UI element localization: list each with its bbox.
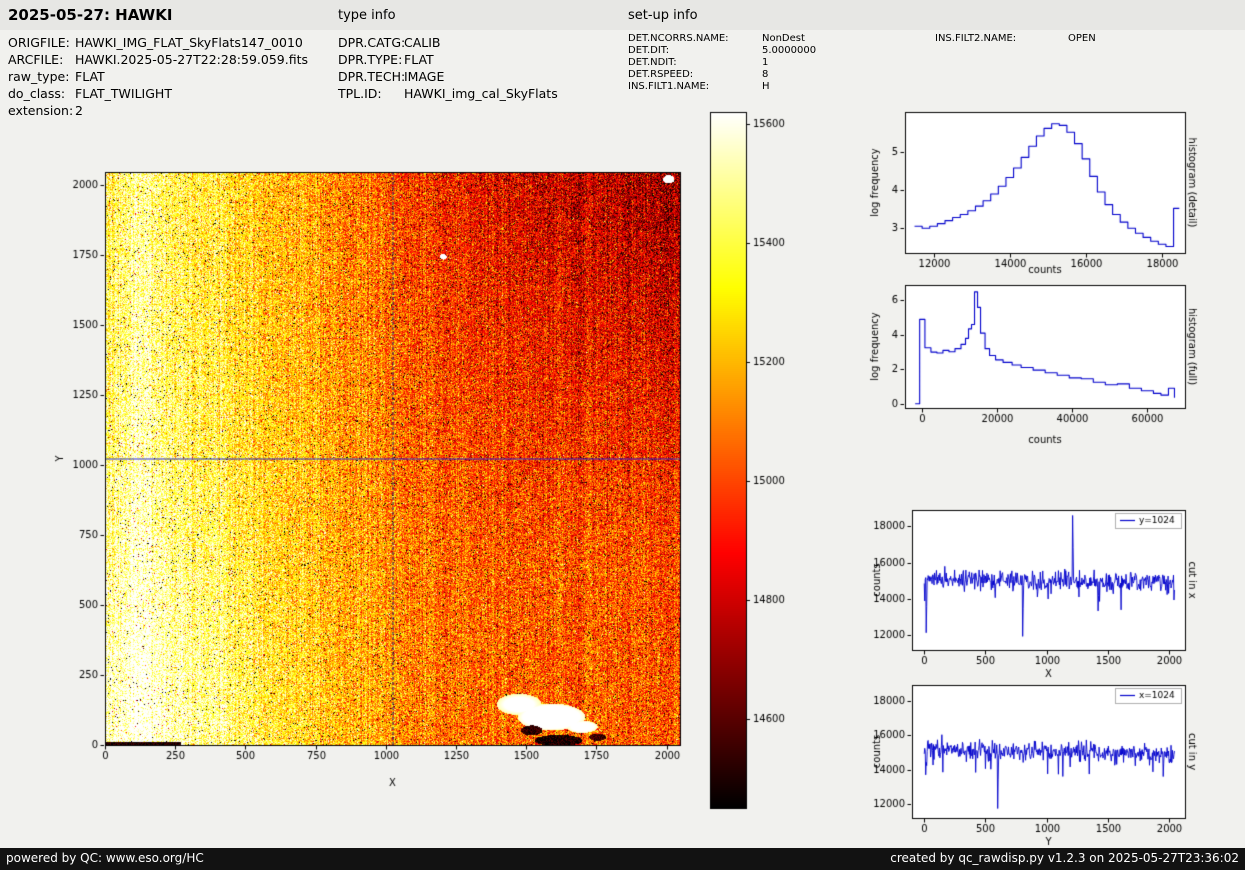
meta-value: OPEN — [1068, 33, 1096, 44]
meta-row: DPR.CATG:CALIB — [338, 34, 558, 51]
meta-label: DPR.TYPE: — [338, 52, 403, 67]
meta-value: 8 — [762, 69, 769, 80]
meta-value: CALIB — [404, 35, 441, 50]
meta-row: DET.RSPEED: 8 — [628, 69, 816, 81]
meta-label: DET.NDIT: — [628, 57, 677, 68]
colorbar — [703, 105, 803, 820]
meta-label: DET.DIT: — [628, 45, 670, 56]
meta-row: raw_type: FLAT — [8, 68, 308, 85]
meta-row: INS.FILT1.NAME: H — [628, 81, 816, 93]
meta-row: ORIGFILE: HAWKI_IMG_FLAT_SkyFlats147_0010 — [8, 34, 308, 51]
meta-label: DPR.TECH: — [338, 69, 406, 84]
meta-value: H — [762, 81, 770, 92]
meta-label: INS.FILT1.NAME: — [628, 81, 710, 92]
meta-row: DET.NCORRS.NAME: NonDest — [628, 33, 816, 45]
footer-bar: powered by QC: www.eso.org/HC created by… — [0, 848, 1245, 870]
header-bar: 2025-05-27: HAWKI type info set-up info — [0, 0, 1245, 30]
histogram-full-plot — [855, 272, 1245, 457]
meta-label: DPR.CATG: — [338, 35, 406, 50]
meta-row: TPL.ID: HAWKI_img_cal_SkyFlats — [338, 85, 558, 102]
footer-credit-right: created by qc_rawdisp.py v1.2.3 on 2025-… — [890, 851, 1239, 865]
cut-in-y-plot — [855, 672, 1245, 857]
type-info-label: type info — [338, 8, 396, 23]
main-image-plot — [30, 108, 710, 803]
meta-value: NonDest — [762, 33, 805, 44]
meta-label: ARCFILE: — [8, 52, 64, 67]
meta-label: DET.NCORRS.NAME: — [628, 33, 729, 44]
meta-value: FLAT — [75, 69, 105, 84]
meta-value: 1 — [762, 57, 769, 68]
setup-info-label: set-up info — [628, 8, 698, 23]
meta-label: raw_type: — [8, 69, 70, 84]
meta-label: INS.FILT2.NAME: — [935, 33, 1017, 44]
meta-value: HAWKI_img_cal_SkyFlats — [404, 86, 558, 101]
metadata-type-block: DPR.CATG:CALIB DPR.TYPE: FLAT DPR.TECH:IM… — [338, 34, 558, 102]
meta-value: 5.0000000 — [762, 45, 817, 56]
meta-value: IMAGE — [404, 69, 445, 84]
footer-credit-left: powered by QC: www.eso.org/HC — [6, 851, 204, 865]
meta-row: ARCFILE: HAWKI.2025-05-27T22:28:59.059.fi… — [8, 51, 308, 68]
metadata-setup-block: DET.NCORRS.NAME: NonDest DET.DIT: 5.000000… — [628, 33, 816, 93]
meta-row: DPR.TYPE: FLAT — [338, 51, 558, 68]
meta-label: do_class: — [8, 86, 66, 101]
meta-row: INS.FILT2.NAME: OPEN — [935, 33, 1096, 45]
meta-value: FLAT_TWILIGHT — [75, 86, 172, 101]
meta-label: TPL.ID: — [338, 86, 382, 101]
page-title: 2025-05-27: HAWKI — [8, 6, 173, 24]
meta-row: DET.NDIT: 1 — [628, 57, 816, 69]
meta-label: ORIGFILE: — [8, 35, 70, 50]
meta-row: DPR.TECH:IMAGE — [338, 68, 558, 85]
meta-row: do_class: FLAT_TWILIGHT — [8, 85, 308, 102]
metadata-setup-block-2: INS.FILT2.NAME: OPEN — [935, 33, 1096, 45]
meta-label: DET.RSPEED: — [628, 69, 694, 80]
cut-in-x-plot — [855, 498, 1245, 688]
metadata-file-block: ORIGFILE: HAWKI_IMG_FLAT_SkyFlats147_0010… — [8, 34, 308, 119]
meta-value: FLAT — [404, 52, 434, 67]
meta-row: DET.DIT: 5.0000000 — [628, 45, 816, 57]
meta-value: HAWKI.2025-05-27T22:28:59.059.fits — [75, 52, 308, 67]
histogram-detail-plot — [855, 98, 1245, 288]
meta-value: HAWKI_IMG_FLAT_SkyFlats147_0010 — [75, 35, 303, 50]
